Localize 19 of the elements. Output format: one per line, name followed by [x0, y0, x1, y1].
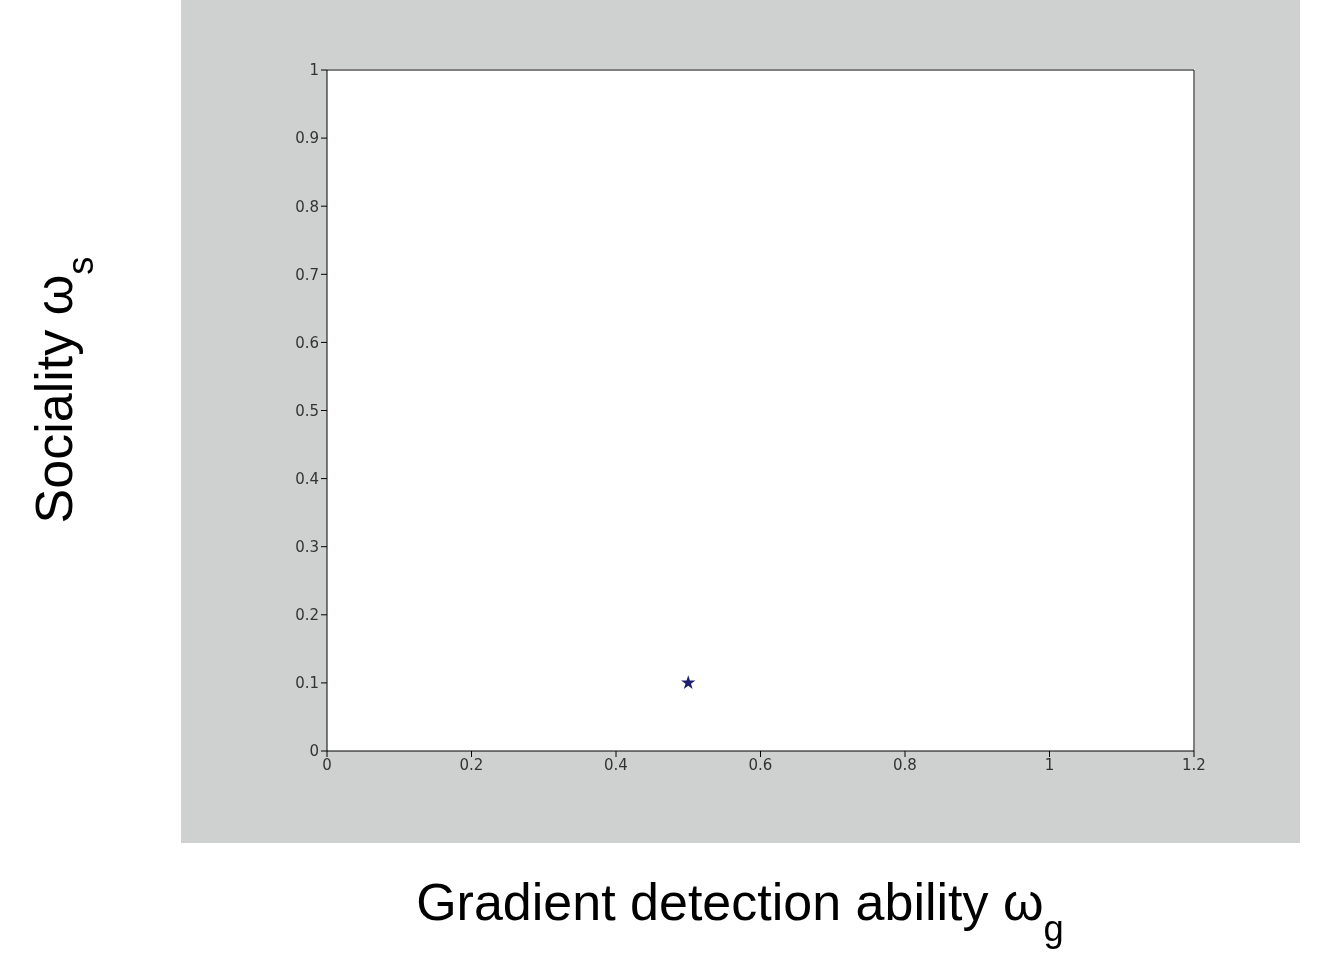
y-tick-label: 0.5	[295, 401, 319, 420]
x-tick-label: 0.2	[459, 755, 484, 774]
y-tick-label: 0.2	[295, 606, 319, 625]
x-tick-label: 0.8	[893, 755, 917, 774]
y-tick-label: 0.8	[295, 197, 319, 216]
x-tick-label: 0.4	[604, 755, 628, 774]
x-tick-label: 1	[1044, 755, 1055, 774]
x-tick-label: 1.2	[1182, 755, 1206, 774]
y-tick-label: 0.1	[295, 674, 319, 693]
y-tick-label: 0.4	[295, 469, 319, 488]
y-tick-label: 0.6	[295, 333, 319, 352]
y-tick-label: 0	[309, 742, 319, 761]
y-tick-label: 0.9	[295, 129, 319, 148]
y-tick-label: 0.7	[295, 265, 319, 284]
x-tick-label: 0.6	[748, 755, 773, 774]
x-axis-title: Gradient detection ability ω$_{g}$	[416, 873, 1064, 949]
x-tick-label: 0	[322, 755, 332, 774]
y-tick-label: 1	[309, 61, 319, 80]
y-tick-label: 0.3	[295, 538, 319, 557]
